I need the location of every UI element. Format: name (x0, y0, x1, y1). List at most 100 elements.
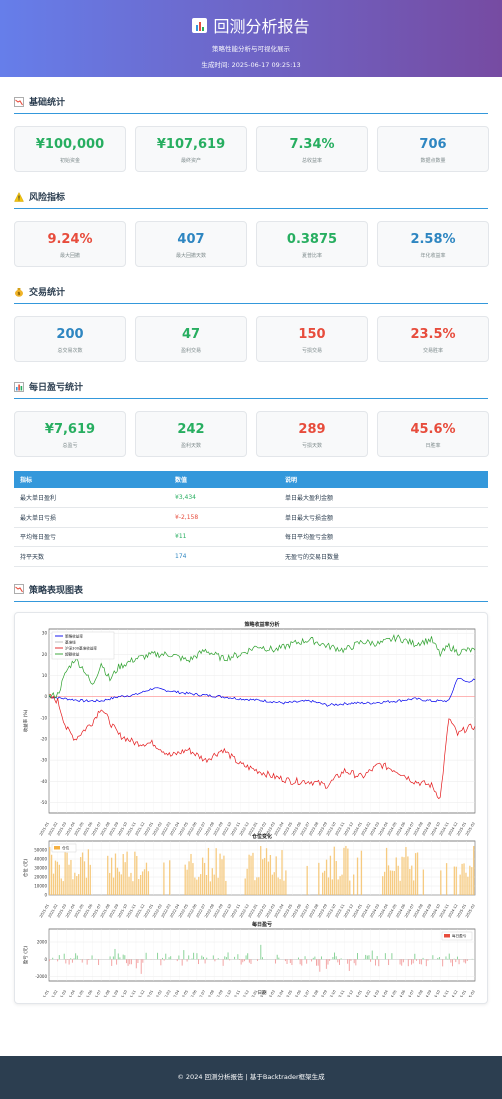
pnl-bar (142, 959, 144, 963)
x-tick-label: 2021-04 (65, 989, 76, 997)
x-tick-label: 2023-08 (308, 989, 319, 997)
position-bar (225, 880, 227, 895)
x-tick-label: 2022-11 (230, 903, 241, 918)
position-bar (194, 877, 196, 895)
pnl-bar (88, 959, 90, 960)
pnl-bar (250, 959, 252, 964)
x-tick-label: 2024-08 (413, 903, 424, 919)
report-content: 基础统计 ¥100,000 初始资金 ¥107,619 最终资产 7.34% 总收益率… (0, 95, 502, 1004)
pnl-bar (112, 956, 114, 960)
x-tick-label: 2025-02 (465, 989, 476, 997)
position-bar (416, 852, 419, 895)
position-bar (393, 870, 395, 895)
position-bar (248, 854, 250, 895)
position-bar (395, 857, 397, 895)
section-title: 每日盈亏统计 (14, 380, 488, 399)
position-bar (279, 878, 281, 895)
x-tick-label: 2022-09 (213, 821, 224, 837)
position-bar (211, 868, 213, 895)
position-bar (329, 855, 332, 895)
trade-section: $ 交易统计 200 总交易次数 47 盈利交易 150 亏损交易 23.5% 交易胜率 (14, 285, 489, 362)
x-tick-label: 2023-03 (265, 903, 276, 918)
x-tick-label: 2023-05 (282, 903, 293, 918)
y-tick-label: 2000 (37, 939, 48, 944)
x-tick-label: 2022-04 (169, 989, 180, 997)
position-bar (130, 872, 132, 895)
legend-box (51, 631, 115, 660)
pnl-bar (339, 959, 340, 965)
pnl-bar (319, 959, 321, 972)
pnl-bar (306, 959, 308, 964)
pnl-bar (81, 959, 83, 963)
table-header-cell: 说明 (279, 471, 488, 488)
pnl-bar (126, 959, 127, 963)
pnl-bar (445, 956, 447, 960)
pnl-bar (350, 959, 352, 961)
pnl-bar (248, 959, 250, 963)
position-bar (110, 857, 113, 895)
pnl-bar (450, 959, 452, 963)
position-bar (56, 861, 59, 895)
stat-card-annual-return: 2.58% 年化收益率 (377, 221, 489, 267)
x-tick-label: 2023-12 (343, 821, 354, 836)
x-tick-label: 2022-07 (195, 903, 206, 918)
pnl-bar (204, 959, 206, 964)
position-bar (134, 851, 136, 895)
position-bar (391, 870, 394, 895)
x-tick-label: 2021-09 (108, 989, 119, 997)
x-tick-label: 2024-08 (413, 821, 424, 837)
y-tick-label: 10000 (34, 883, 47, 888)
position-bar (399, 880, 401, 895)
x-tick-label: 2021-07 (91, 821, 102, 836)
pnl-bar (183, 949, 185, 960)
x-tick-label: 2022-05 (178, 989, 189, 997)
x-tick-label: 2023-03 (265, 989, 276, 997)
stat-card-trade-win-rate: 23.5% 交易胜率 (377, 316, 489, 362)
table-header-row: 指标 数值 说明 (14, 471, 488, 488)
x-tick-label: 2021-06 (82, 903, 93, 919)
strategy-chart-svg: 3020100-10-20-30-40-502021-012021-022021… (22, 621, 476, 1005)
position-bar (246, 868, 248, 895)
position-bar (132, 881, 134, 895)
pnl-bar (337, 959, 339, 963)
x-tick-label: 2024-06 (395, 821, 406, 837)
page-subtitle: 策略性能分析与可视化展示 (212, 45, 290, 53)
chart-title: 仓位变化 (251, 833, 272, 840)
x-tick-label: 2021-02 (48, 903, 59, 918)
pnl-bar (407, 959, 409, 967)
y-tick-label: 30 (42, 631, 48, 636)
series-line-1 (48, 693, 476, 799)
pnl-bar (127, 959, 129, 966)
legend-swatch (54, 845, 60, 850)
y-tick-label: 40000 (34, 856, 47, 861)
position-bar (118, 871, 121, 895)
x-tick-label: 2024-07 (404, 989, 415, 997)
y-tick-label: -50 (40, 800, 47, 805)
pnl-bar (291, 959, 293, 965)
pnl-bar (466, 959, 468, 961)
pnl-bar (422, 957, 424, 960)
x-tick-label: 2023-09 (317, 989, 328, 997)
x-tick-label: 2023-10 (326, 989, 337, 997)
x-tick-label: 2021-06 (82, 989, 93, 997)
position-bar (217, 877, 219, 895)
x-tick-label: 2021-05 (74, 903, 85, 918)
daily-section: 每日盈亏统计 ¥7,619 总盈亏 242 盈利天数 289 亏损天数 45.6% 日胜… (14, 380, 489, 567)
position-bar (122, 853, 124, 895)
stat-card-profit-days: 242 盈利天数 (135, 411, 247, 457)
section-title: $ 交易统计 (14, 285, 488, 304)
position-bar (141, 871, 144, 895)
pnl-bar (243, 959, 245, 962)
x-tick-label: 2024-02 (361, 821, 372, 836)
position-bar (397, 865, 399, 895)
position-bar (306, 865, 308, 895)
table-header-cell: 指标 (14, 471, 169, 488)
basic-stats-section: 基础统计 ¥100,000 初始资金 ¥107,619 最终资产 7.34% 总收益率… (14, 95, 489, 172)
y-axis-label: 仓位 (元) (22, 858, 29, 877)
x-tick-label: 2024-10 (430, 903, 441, 919)
pnl-bar (376, 955, 378, 960)
position-bar (269, 854, 272, 895)
stat-card-total-trades: 200 总交易次数 (14, 316, 126, 362)
pnl-bar (63, 953, 65, 960)
